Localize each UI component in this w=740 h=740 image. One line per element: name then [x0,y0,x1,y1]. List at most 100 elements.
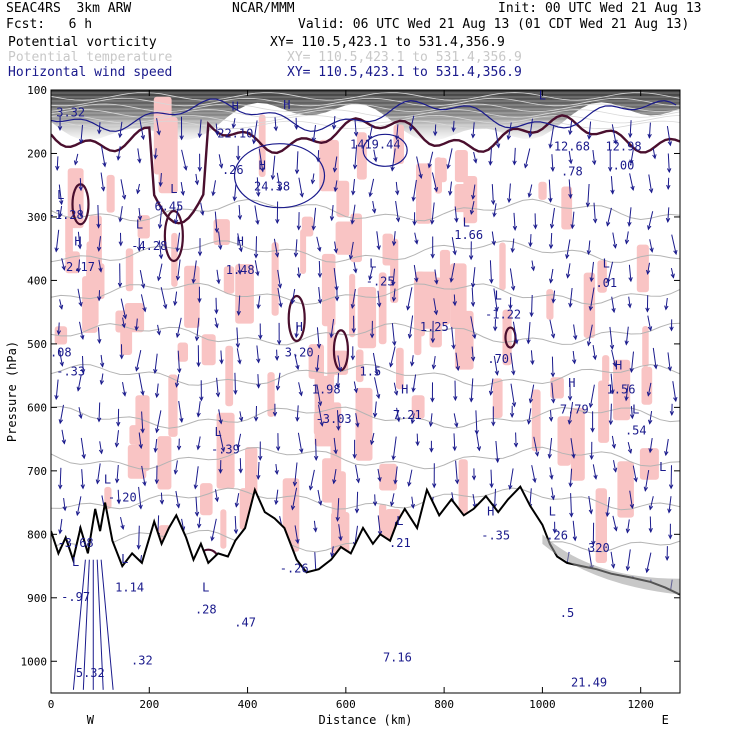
wind-vector-head [256,192,261,198]
wind-vector-head [97,129,102,135]
wind-vector-head [624,396,629,402]
wind-vector [671,234,677,255]
wind-vector-head [140,390,145,396]
wind-vector-head [512,160,517,166]
wind-vector [78,259,80,272]
wind-vector [391,323,396,346]
wind-vector [199,119,202,138]
wind-vector [218,154,223,168]
wind-vector-head [568,130,573,136]
wind-vector [632,465,637,482]
wind-vector-head [57,126,63,132]
wind-vector-head [315,367,320,373]
wind-vector [433,298,437,315]
wind-vector [331,546,334,557]
wind-vector [135,349,142,371]
wind-vector [470,316,476,339]
wind-vector [59,518,63,534]
wind-vector-head [153,447,158,453]
wind-vector-head [99,362,105,368]
wind-vector-head [277,186,282,192]
wind-vector [195,496,198,516]
contour-annotation: .26 [222,163,244,177]
wind-vector [177,259,181,280]
wind-vector [312,207,317,230]
x-tick-label: 600 [336,698,356,711]
pv-shading-blob [531,389,541,452]
wind-vector [356,491,359,513]
pv-shading-blob [321,253,336,327]
wind-vector [493,203,497,217]
wind-vector-head [335,517,340,522]
wind-vector-head [180,190,185,196]
wind-vector-head [78,212,83,218]
wind-vector [156,410,162,433]
wind-vector [494,488,496,508]
wind-vector-head [669,326,674,332]
wind-vector [316,384,322,406]
wind-vector [453,294,456,306]
wind-vector [571,211,575,229]
pv-shading-blob [411,395,425,419]
wind-vector [495,440,499,463]
wind-vector [611,435,615,448]
wind-vector-head [256,383,261,389]
wind-vector-head [97,338,102,344]
wind-vector-head [629,367,634,374]
theta-contour-strat [51,103,680,113]
wind-vector [237,433,242,449]
wind-vector [254,260,259,276]
wind-vector [334,241,337,253]
y-tick-label: 800 [27,528,47,541]
wind-vector [528,408,532,424]
wind-vector-head [491,421,496,427]
theta-contour [51,487,680,511]
wind-vector [215,297,217,314]
wind-vector-head [191,278,196,284]
wind-vector-head [274,500,279,506]
wind-vector-head [510,248,515,254]
wind-vector-head [548,244,554,250]
wind-vector-head [434,279,439,285]
wind-vector [612,232,616,248]
wind-vector-head [354,508,360,514]
y-axis-title: Pressure (hPa) [5,341,19,442]
wind-vector [449,181,452,195]
wind-vector [370,432,375,445]
contour-annotation: L [632,403,639,417]
wind-vector-head [236,444,241,450]
contour-annotation: H [74,235,81,249]
wind-vector-head [290,505,296,511]
wind-vector [392,436,397,460]
wind-vector-head [218,163,224,169]
wind-vector [317,150,320,162]
theta-contour-strat [51,92,680,101]
contour-annotation: -4.28 [131,239,167,253]
wind-vector [59,467,62,489]
pv-shading-blob [546,289,554,320]
wind-vector [137,183,140,194]
wind-vector [174,460,178,474]
wind-vector [630,351,634,372]
wind-vector [178,401,183,422]
wind-vector [257,295,261,309]
contour-annotation: H [568,376,575,390]
wind-vector [550,410,552,421]
wind-vector-head [59,200,64,206]
x-tick-label: 400 [238,698,258,711]
wind-vector [630,406,633,419]
wind-vector [647,382,652,396]
wind-vector-head [158,254,164,260]
wind-vector [390,346,396,367]
pv-shading-blob [492,378,503,418]
wind-vector-head [96,223,101,229]
plot-layers: 3.32 H 22.10 H L 1419.44 12.68 12.98 .78 .00 H 24.3… [51,90,680,693]
contour-annotation: 21.49 [571,676,607,690]
wind-vector [181,149,187,170]
wind-vector-head [511,402,517,408]
wind-vector [493,288,498,311]
wind-vector [453,413,458,427]
x-tick-label: 1200 [627,698,654,711]
wind-vector-head [142,307,147,313]
wind-vector-head [529,312,534,318]
